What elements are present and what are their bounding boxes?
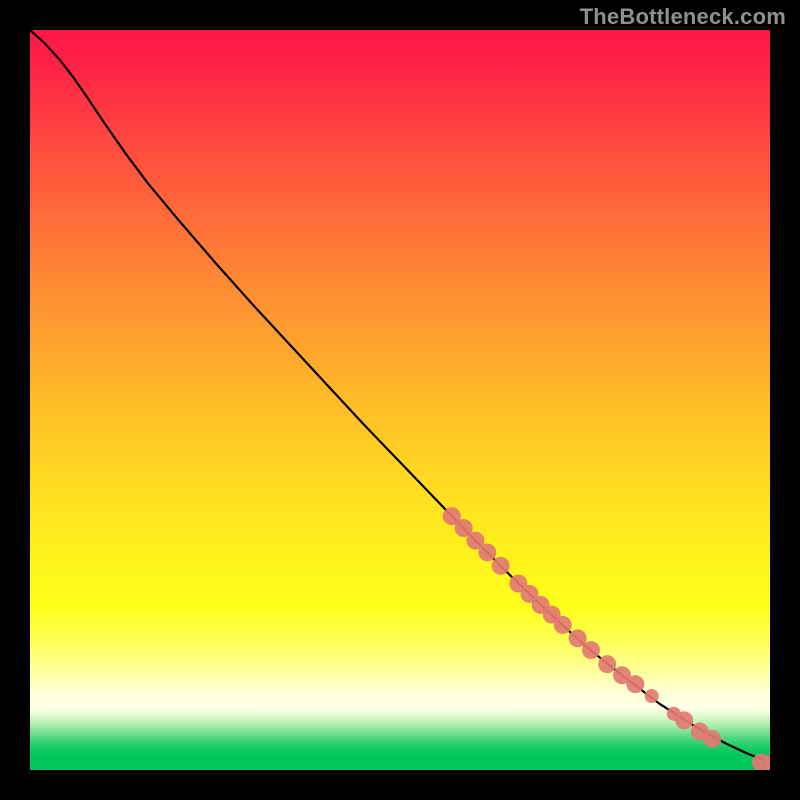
data-marker	[478, 543, 496, 561]
data-marker	[626, 675, 644, 693]
data-marker	[554, 616, 572, 634]
gradient-background	[30, 30, 770, 770]
chart-container: TheBottleneck.com	[0, 0, 800, 800]
watermark-text: TheBottleneck.com	[580, 4, 786, 30]
chart-svg	[30, 30, 770, 770]
plot-area	[30, 30, 770, 770]
data-marker	[703, 730, 721, 748]
data-marker	[675, 711, 693, 729]
data-marker	[492, 557, 510, 575]
data-marker	[645, 689, 659, 703]
data-marker	[582, 641, 600, 659]
data-marker	[598, 655, 616, 673]
